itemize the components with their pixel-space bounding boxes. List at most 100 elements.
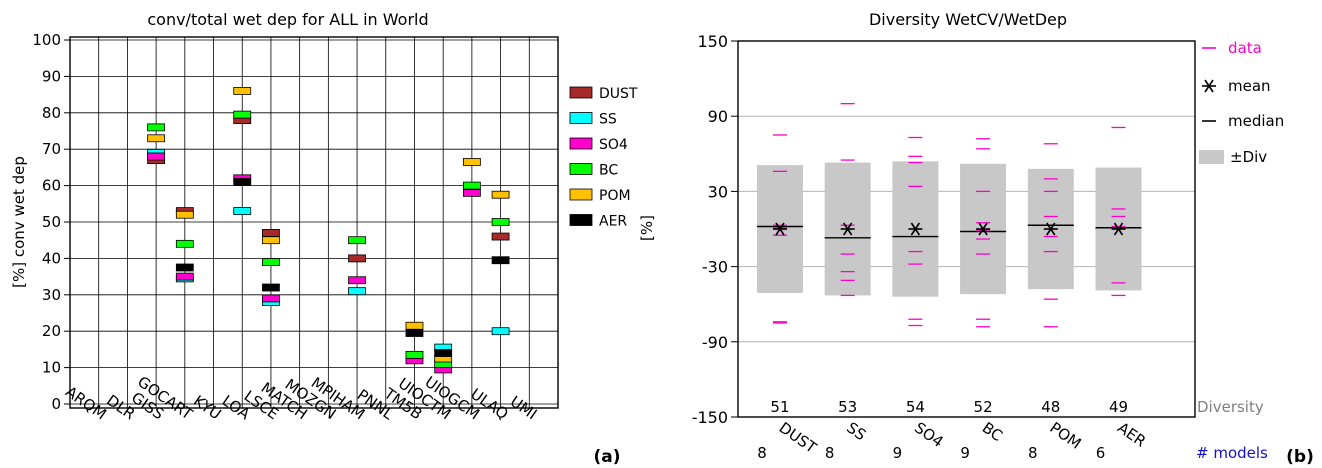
y-tick-label: 80 [42,104,61,122]
legend-label-bc: BC [599,163,618,179]
legend-div-label: ±Div [1230,148,1267,166]
asterisk-stroke [978,222,988,236]
legend-swatch-dust [569,86,593,99]
model-count-pom: 8 [1028,444,1038,462]
data-marker-bc [147,123,166,132]
mean-asterisk-ss [840,222,855,236]
data-marker-pom [462,158,481,166]
legend-swatch-aer [569,214,593,226]
legend-label-pom: POM [599,188,631,204]
diversity-value-aer: 49 [1109,398,1128,416]
panel-b-y-ticks: -150 -90 -30 30 90 150 [692,32,738,427]
data-marker-aer [405,329,424,337]
data-marker-aer [491,256,510,265]
diversity-value-bc: 52 [974,398,993,416]
data-marker-ss [491,327,510,336]
legend-mean-label: mean [1228,77,1271,95]
data-marker-bc [233,110,252,119]
legend-label-so4: SO4 [599,137,628,153]
panel-a-label: (a) [593,447,620,467]
y-tick-label: 0 [51,395,61,413]
asterisk-stroke [910,222,921,236]
panel-a-legend: DUST SS SO4 BC POM AER [569,86,638,230]
diversity-value-pom: 48 [1041,398,1060,416]
panel-a-data-marks [147,87,510,374]
diversity-value-ss: 53 [838,398,857,416]
y-tick-label: 70 [42,140,61,158]
y-tick-label: -150 [692,408,728,427]
panel-a-y-ticks: 0 10 20 30 40 50 60 70 80 90 100 [32,31,70,413]
data-marker-bc [262,258,280,266]
y-tick-label: 150 [697,32,728,51]
diversity-label: Diversity [1197,398,1264,416]
mean-asterisk-bc [976,222,991,236]
data-marker-bc [175,239,194,248]
diversity-value-dust: 51 [770,398,789,416]
panel-b-model-counts: 8 8 9 9 8 6 [757,444,1105,462]
asterisk-stroke [843,222,853,236]
data-marker-so4 [348,276,366,285]
data-marker-pom [147,134,166,143]
data-marker-so4 [147,152,166,161]
y-tick-label: 100 [32,31,61,49]
panel-b-data-marks [756,103,1142,328]
y-tick-label: 30 [708,182,728,201]
x-tick-label: KYU [190,392,224,424]
data-marker-pom [262,236,280,245]
y-tick-label: 50 [42,213,61,231]
y-tick-label: 20 [42,322,61,340]
mean-asterisk-so4 [908,222,923,236]
data-marker-dust [348,254,366,263]
x-tick-label-ss: SS [843,419,869,445]
panel-a-grid [70,37,558,408]
diversity-value-so4: 54 [906,398,925,416]
data-marker-ss [348,287,366,296]
legend-median-label: median [1228,112,1284,130]
legend-swatch-bc [569,163,593,175]
y-tick-label: -30 [702,258,728,277]
legend-mean-asterisk-icon [1202,79,1216,93]
y-tick-label: -90 [702,333,728,352]
x-tick-label: UMI [507,392,541,423]
data-marker-bc [405,350,424,359]
data-marker-pom [405,321,424,330]
x-tick-label-aer: AER [1114,419,1149,451]
x-tick-label-dust: DUST [776,419,821,458]
panel-a-y-axis-label: [%] conv wet dep [10,156,28,288]
legend-label-dust: DUST [599,86,638,102]
data-marker-aer [233,178,252,186]
y-tick-label: 90 [708,107,728,126]
y-tick-label: 10 [42,359,61,377]
legend-swatch-ss [569,112,593,124]
panel-a-x-ticks: ARQMDLRGISSGOCARTKYULOALSCEMATCHMOZGNMPI… [62,373,540,424]
legend-label-ss: SS [599,112,617,128]
data-marker-aer [262,283,280,292]
legend-data-label: data [1228,39,1262,57]
y-tick-label: 30 [42,286,61,304]
model-count-so4: 9 [893,444,903,462]
legend-div-swatch [1199,150,1224,164]
panel-b-plot-frame [737,40,1196,418]
mean-asterisk-pom [1043,222,1058,236]
data-marker-so4 [175,272,194,281]
y-tick-label: 40 [42,249,61,267]
data-marker-so4 [262,294,280,303]
y-tick-label: 60 [42,177,61,195]
model-count-bc: 9 [960,444,970,462]
legend-swatch-so4 [569,137,593,150]
model-count-aer: 6 [1096,444,1106,462]
panel-a-title: conv/total wet dep for ALL in World [147,10,428,29]
data-marker-dust [491,232,510,241]
model-count-dust: 8 [757,444,767,462]
mean-asterisk-aer [1111,222,1126,236]
asterisk-stroke [1046,222,1056,236]
data-marker-pom [491,190,510,199]
panel-b-diversity-values: 51 53 54 52 48 49 [770,398,1128,416]
data-marker-aer [434,349,453,357]
data-marker-bc [462,181,481,190]
models-label: # models [1196,444,1268,462]
data-marker-bc [348,236,366,245]
model-count-ss: 8 [825,444,835,462]
y-tick-label: 90 [42,67,61,85]
